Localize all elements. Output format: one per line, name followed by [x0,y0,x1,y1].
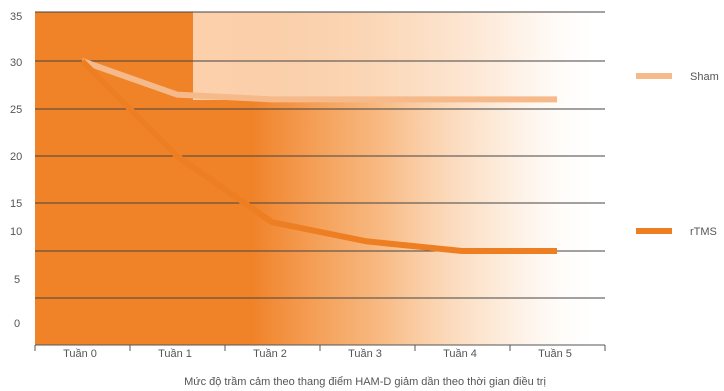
chart-caption: Mức độ trầm cảm theo thang điểm HAM-D gi… [184,376,546,388]
series-line-rtms [79,58,557,254]
plot-solid-block [35,12,193,345]
y-tick-label: 35 [10,11,22,23]
x-tick-label: Tuần 5 [538,348,572,360]
y-tick-label: 0 [14,318,20,330]
y-tick-label: 5 [14,274,20,286]
legend-label: rTMS [690,226,717,238]
y-tick-label: 10 [10,226,22,238]
x-tick-label: Tuần 3 [348,348,382,360]
series-lines [79,58,558,254]
x-axis-ticks: Tuần 0 Tuần 1 Tuần 2 Tuần 3 Tuần 4 Tuần 5 [34,345,606,360]
x-tick-label: Tuần 4 [443,348,477,360]
legend: Sham rTMS [636,71,719,238]
y-axis-ticks: 35 30 25 20 15 10 5 0 [10,11,22,330]
x-tick-label: Tuần 0 [63,348,97,360]
x-tick-label: Tuần 1 [158,348,192,360]
plot-background-top [193,12,605,100]
y-tick-label: 25 [10,104,22,116]
series-line-sham [80,58,557,103]
y-tick-label: 20 [10,151,22,163]
y-tick-label: 15 [10,198,22,210]
x-tick-label: Tuần 2 [253,348,287,360]
legend-label: Sham [690,71,719,83]
y-tick-label: 30 [10,57,22,69]
